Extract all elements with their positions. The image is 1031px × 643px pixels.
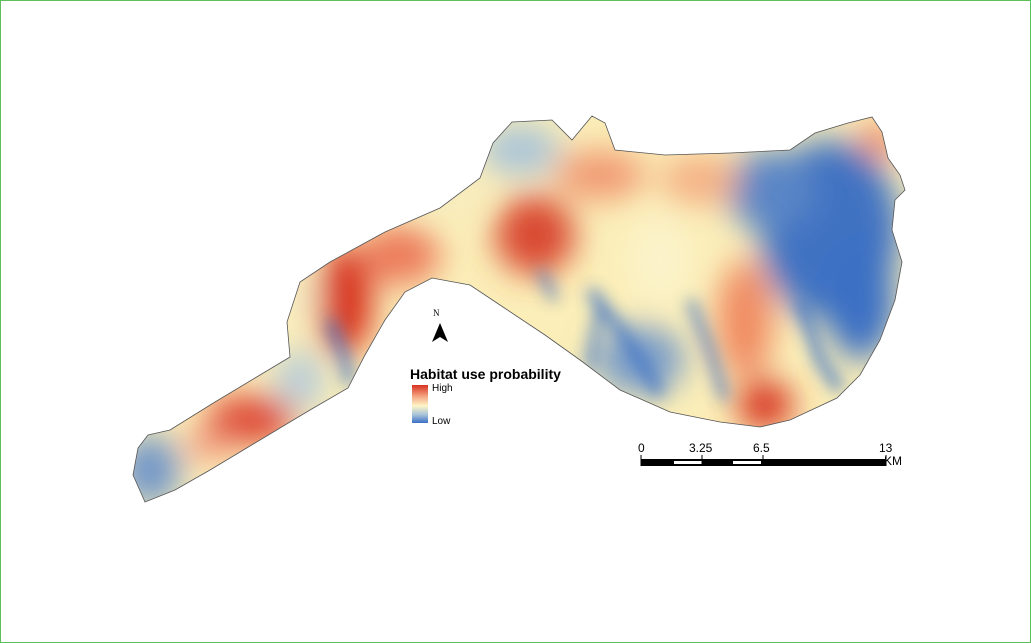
scale-tick-label: 0 xyxy=(638,441,645,455)
scale-unit-label: KM xyxy=(884,454,902,468)
legend-color-ramp xyxy=(412,385,428,423)
legend-low-label: Low xyxy=(432,416,451,427)
north-arrow-label: N xyxy=(433,308,440,318)
habitat-raster xyxy=(133,116,905,502)
scale-tick-label: 3.25 xyxy=(689,441,713,455)
legend-title: Habitat use probability xyxy=(410,366,561,382)
north-arrow-icon xyxy=(432,323,448,342)
study-area-boundary xyxy=(132,115,906,503)
scale-tick-label: 13 xyxy=(879,441,893,455)
scale-bar xyxy=(640,455,887,466)
scale-tick-label: 6.5 xyxy=(753,441,770,455)
legend-high-label: High xyxy=(432,383,453,394)
